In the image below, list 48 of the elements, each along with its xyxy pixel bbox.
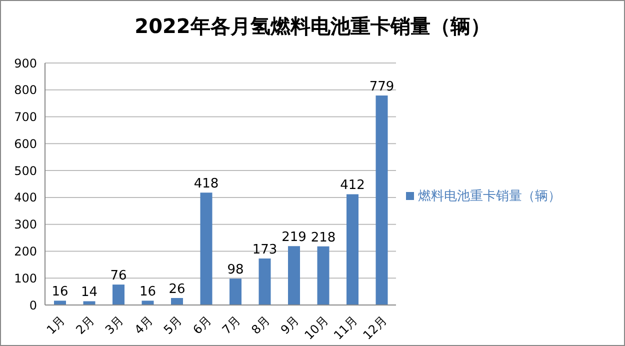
x-tick-label: 12月 (360, 313, 390, 342)
bar (346, 194, 358, 305)
y-tick-label: 600 (14, 136, 37, 151)
chart-title: 2022年各月氢燃料电池重卡销量（辆） (134, 13, 492, 40)
x-tick-label: 4月 (132, 313, 156, 338)
bar (112, 284, 124, 305)
data-label: 173 (252, 242, 278, 258)
bar (288, 246, 300, 305)
y-tick-label: 400 (14, 190, 37, 205)
bar (142, 300, 154, 305)
data-label: 76 (110, 268, 127, 284)
bar (376, 96, 388, 305)
x-tick-label: 5月 (160, 313, 185, 338)
bar (258, 258, 271, 305)
data-label: 26 (168, 282, 186, 298)
y-tick-label: 800 (14, 83, 37, 98)
x-tick-label: 9月 (278, 313, 302, 338)
x-tick-label: 3月 (102, 313, 126, 338)
bar (83, 301, 96, 305)
x-tick-label: 6月 (190, 313, 214, 338)
bar (317, 246, 330, 305)
y-tick-label: 300 (14, 218, 37, 232)
data-label: 16 (139, 284, 156, 300)
data-label: 418 (194, 176, 219, 192)
x-tick-label: 10月 (302, 313, 332, 342)
x-tick-label: 7月 (219, 313, 244, 338)
data-label: 218 (310, 230, 336, 246)
bar (200, 192, 212, 305)
data-label: 219 (282, 230, 306, 246)
legend-label: 燃料电池重卡销量（辆） (418, 189, 561, 204)
y-tick-label: 0 (29, 298, 37, 312)
y-tick-label: 700 (14, 110, 37, 124)
y-tick-label: 200 (14, 244, 37, 258)
x-tick-label: 11月 (331, 313, 360, 342)
data-label: 412 (340, 178, 365, 194)
data-label: 98 (227, 262, 244, 278)
bar (54, 300, 66, 305)
data-label: 779 (369, 80, 394, 95)
x-tick-label: 2月 (73, 313, 98, 338)
y-tick-label: 100 (14, 271, 37, 286)
data-label: 14 (80, 285, 98, 300)
bar (230, 278, 242, 305)
data-label: 16 (52, 284, 68, 300)
y-tick-label: 900 (14, 56, 37, 70)
y-tick-label: 500 (14, 164, 37, 178)
x-tick-label: 1月 (44, 313, 68, 338)
bar (171, 298, 183, 305)
x-tick-label: 8月 (248, 313, 273, 338)
